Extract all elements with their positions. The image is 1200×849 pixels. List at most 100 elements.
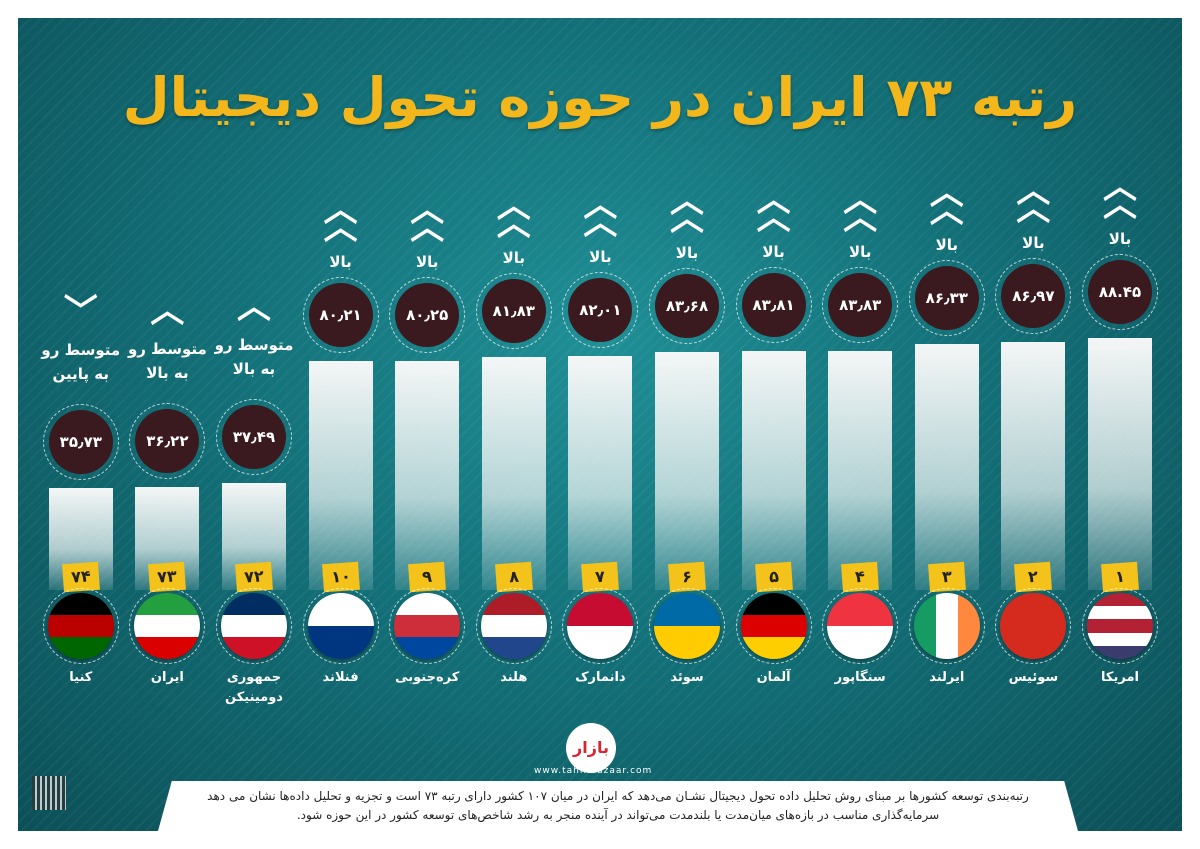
flag-stripe xyxy=(827,593,894,626)
rank-tag: ۷۴ xyxy=(61,561,100,593)
flag-stripe xyxy=(1087,593,1153,607)
flag-stripe xyxy=(957,593,980,659)
rank-tag: ۹ xyxy=(408,561,447,593)
trend-label: بالا xyxy=(502,248,526,267)
chart-column: ۸۶٫۹۷ بالا ︿ ︿ ۲ سوئیس xyxy=(990,18,1076,818)
flag-stripe xyxy=(47,615,114,637)
rank-tag: ۲ xyxy=(1014,561,1053,593)
country-name: هلند xyxy=(500,670,528,685)
trend-label: بالا xyxy=(329,253,352,272)
rank-tag: ۱۰ xyxy=(321,561,360,593)
flag-stripe xyxy=(654,593,720,626)
value-label: ۳۷٫۴۹ xyxy=(216,399,292,476)
flag-stripe xyxy=(740,593,807,615)
flag-stripe xyxy=(480,637,547,659)
flag-stripe xyxy=(1087,645,1153,659)
trend-label: بالا xyxy=(762,243,785,262)
value-label: ۸۳٫۸۳ xyxy=(822,267,899,344)
country-name: امریکا xyxy=(1101,670,1139,685)
flag-stripe xyxy=(567,593,634,626)
double-chevron-up-icon: ︿ ︿ xyxy=(1016,171,1051,230)
caption: رتبه‌بندی توسعه کشورها بر مبنای روش تحلی… xyxy=(158,781,1078,831)
bar xyxy=(395,361,460,590)
value-label: ۸۲٫۰۱ xyxy=(562,272,639,349)
flag-icon xyxy=(302,588,379,664)
brand-site[interactable]: www.tahlilbazaar.com xyxy=(534,766,653,776)
flag-stripe xyxy=(221,593,287,615)
value-label: ۸۸.۴۵ xyxy=(1082,253,1158,330)
flag-icon xyxy=(649,588,725,664)
flag-stripe xyxy=(740,637,807,659)
chart-column: ۸۱٫۸۳ بالا ︿ ︿ ۸ هلند xyxy=(471,18,557,818)
country-name: ایران xyxy=(150,670,184,685)
country-name: کنیا xyxy=(69,670,93,685)
trend-label: بالا xyxy=(935,235,959,254)
trend-label: بالا xyxy=(415,253,439,272)
flag-stripe xyxy=(480,615,547,637)
chart-column: ۳۷٫۴۹ متوسط رو به بالا ︿ ۷۲ جمهوری دومینیکن xyxy=(211,18,297,818)
rank-tag: ۷۳ xyxy=(148,561,187,593)
double-chevron-up-icon: ︿ ︿ xyxy=(410,190,445,249)
chart-column: ۸۳٫۸۳ بالا ︿ ︿ ۴ سنگاپور xyxy=(817,18,903,818)
bar xyxy=(655,351,719,590)
trend-label: متوسط رو به پایین xyxy=(41,341,121,384)
flag-stripe xyxy=(47,637,114,659)
double-chevron-up-icon: ︿ ︿ xyxy=(1103,166,1137,225)
country-name: جمهوری دومینیکن xyxy=(225,670,283,705)
flag-stripe xyxy=(221,615,287,637)
rank-tag: ۱ xyxy=(1101,561,1139,593)
double-chevron-up-icon: ︿ ︿ xyxy=(670,180,704,239)
flag-icon xyxy=(562,588,639,664)
flag-stripe xyxy=(654,626,720,659)
value-label: ۳۵٫۷۳ xyxy=(42,404,119,481)
value-label: ۸۳٫۸۱ xyxy=(735,267,812,344)
value-label: ۸۶٫۹۷ xyxy=(995,258,1072,335)
flag-stripe xyxy=(1087,606,1153,620)
rank-tag: ۶ xyxy=(668,561,706,593)
flag-stripe xyxy=(827,626,894,659)
caption-line-2: سرمایه‌گذاری مناسب در بازه‌های میان‌مدت … xyxy=(296,808,940,822)
flag-icon xyxy=(389,588,466,664)
flag-icon xyxy=(822,588,899,664)
rank-tag: ۳ xyxy=(927,561,966,593)
country-name: ایرلند xyxy=(929,670,965,685)
chevron-up-icon: ︿ xyxy=(237,287,271,328)
trend-label: متوسط رو به بالا xyxy=(214,336,294,379)
flag-stripe xyxy=(1087,619,1153,633)
trend-label: بالا xyxy=(848,243,872,262)
trend-label: بالا xyxy=(1108,229,1132,248)
value-label: ۸۱٫۸۳ xyxy=(475,272,552,349)
bar xyxy=(1001,342,1066,590)
trend-label: متوسط رو به بالا xyxy=(127,339,207,382)
value-label: ۸۶٫۳۳ xyxy=(908,259,985,336)
country-name: فنلاند xyxy=(322,670,359,685)
trend-label: بالا xyxy=(589,248,612,267)
value-label: ۳۶٫۲۲ xyxy=(129,402,206,479)
flag-stripe xyxy=(394,637,461,659)
flag-stripe xyxy=(740,615,807,637)
flag-stripe xyxy=(221,637,287,659)
brand-logo: بازار xyxy=(566,723,616,773)
value-label: ۸۰٫۲۱ xyxy=(302,277,379,354)
chevron-up-icon: ︿ xyxy=(150,290,185,331)
chevron-down-icon: ﹀ xyxy=(63,292,98,333)
country-name: سنگاپور xyxy=(834,670,886,685)
country-name: دانمارک xyxy=(575,670,626,685)
chart-column: ۸۸.۴۵ بالا ︿ ︿ ۱ امریکا xyxy=(1077,18,1163,818)
double-chevron-up-icon: ︿ ︿ xyxy=(756,180,791,239)
flag-icon xyxy=(42,588,119,664)
flag-stripe xyxy=(1000,593,1067,659)
rank-tag: ۸ xyxy=(494,561,533,593)
flag-stripe xyxy=(307,593,374,626)
rank-tag: ۷ xyxy=(581,561,620,593)
flag-icon xyxy=(735,588,812,664)
flag-stripe xyxy=(307,626,374,659)
rank-tag: ۷۲ xyxy=(235,561,273,593)
chart-column: ۸۰٫۲۵ بالا ︿ ︿ ۹ کره‌جنوبی xyxy=(384,18,470,818)
flag-stripe xyxy=(394,615,461,637)
infographic: رتبه ۷۳ ایران در حوزه تحول دیجیتال ۸۸.۴۵… xyxy=(18,18,1182,831)
bar xyxy=(481,356,546,590)
chart-column: ۳۵٫۷۳ متوسط رو به پایین ﹀ ۷۴ کنیا xyxy=(38,18,124,818)
country-name: کره‌جنوبی xyxy=(395,670,460,685)
flag-stripe xyxy=(47,593,114,615)
